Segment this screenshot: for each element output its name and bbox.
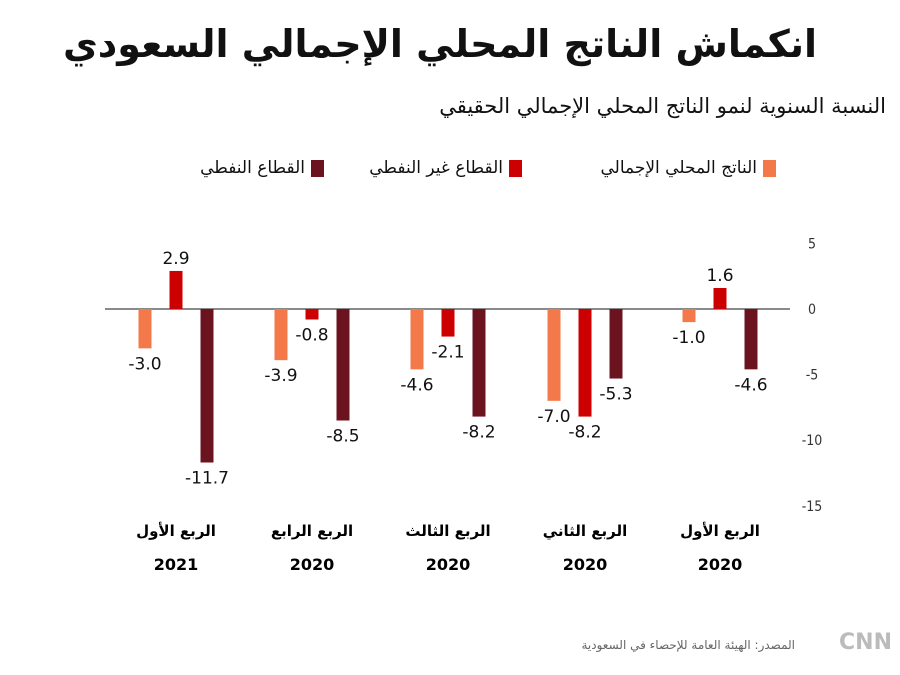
source-note: المصدر: الهيئة العامة للإحصاء في السعودي… — [581, 638, 795, 652]
legend-item-nonoil: القطاع غير النفطي — [369, 158, 522, 178]
bar — [305, 309, 319, 320]
x-tick-label: الربع الثالث — [405, 522, 490, 540]
cnn-arabic-logo: CNN — [839, 630, 892, 655]
x-tick-label: الربع الأول — [680, 522, 760, 540]
bar — [441, 309, 455, 337]
data-label: -8.5 — [326, 427, 359, 447]
x-tick-year: 2020 — [426, 555, 471, 574]
legend-label: الناتج المحلي الإجمالي — [600, 158, 757, 178]
x-tick-label: الربع الرابع — [271, 522, 353, 540]
y-tick-label: 0 — [808, 302, 816, 318]
data-label: -1.0 — [672, 328, 705, 348]
bar — [547, 309, 561, 401]
data-label: 2.9 — [162, 249, 189, 269]
bar — [410, 309, 424, 370]
data-label: -8.2 — [462, 423, 495, 443]
y-tick-label: 5 — [808, 236, 816, 252]
bar — [578, 309, 592, 417]
x-tick-year: 2021 — [154, 555, 199, 574]
bar — [274, 309, 288, 361]
bar — [609, 309, 623, 379]
legend-swatch — [509, 159, 522, 177]
y-tick-label: -15 — [802, 499, 823, 515]
legend-swatch — [311, 159, 324, 177]
x-tick-year: 2020 — [290, 555, 335, 574]
bar — [336, 309, 350, 421]
data-label: -0.8 — [295, 325, 328, 345]
data-label: -2.1 — [431, 343, 464, 363]
data-label: -4.6 — [400, 375, 433, 395]
y-tick-label: -10 — [802, 433, 823, 449]
data-label: -4.6 — [734, 375, 767, 395]
legend-item-gdp: الناتج المحلي الإجمالي — [600, 158, 776, 178]
legend-label: القطاع النفطي — [200, 158, 305, 178]
legend: الناتج المحلي الإجمالي القطاع غير النفطي… — [0, 158, 900, 188]
data-label: -11.7 — [185, 469, 229, 489]
legend-label: القطاع غير النفطي — [369, 158, 503, 178]
x-tick-label: الربع الثاني — [543, 522, 628, 540]
data-label: -7.0 — [537, 407, 570, 427]
data-label: -5.3 — [599, 385, 632, 405]
x-tick-year: 2020 — [563, 555, 608, 574]
bar — [200, 309, 214, 463]
x-tick-label: الربع الأول — [136, 522, 216, 540]
data-label: 1.6 — [706, 266, 733, 286]
y-tick-label: -5 — [806, 368, 819, 384]
chart-title: انكماش الناتج المحلي الإجمالي السعودي — [62, 22, 818, 66]
legend-item-oil: القطاع النفطي — [200, 158, 324, 178]
data-label: -3.9 — [264, 366, 297, 386]
data-label: -3.0 — [128, 354, 161, 374]
chart-subtitle: النسبة السنوية لنمو الناتج المحلي الإجما… — [439, 94, 886, 118]
bar — [472, 309, 486, 417]
bar — [713, 288, 727, 309]
bar — [744, 309, 758, 370]
bar — [169, 270, 183, 309]
legend-swatch — [763, 159, 776, 177]
data-label: -8.2 — [568, 423, 601, 443]
bar — [682, 309, 696, 323]
x-tick-year: 2020 — [698, 555, 743, 574]
bar — [138, 309, 152, 349]
